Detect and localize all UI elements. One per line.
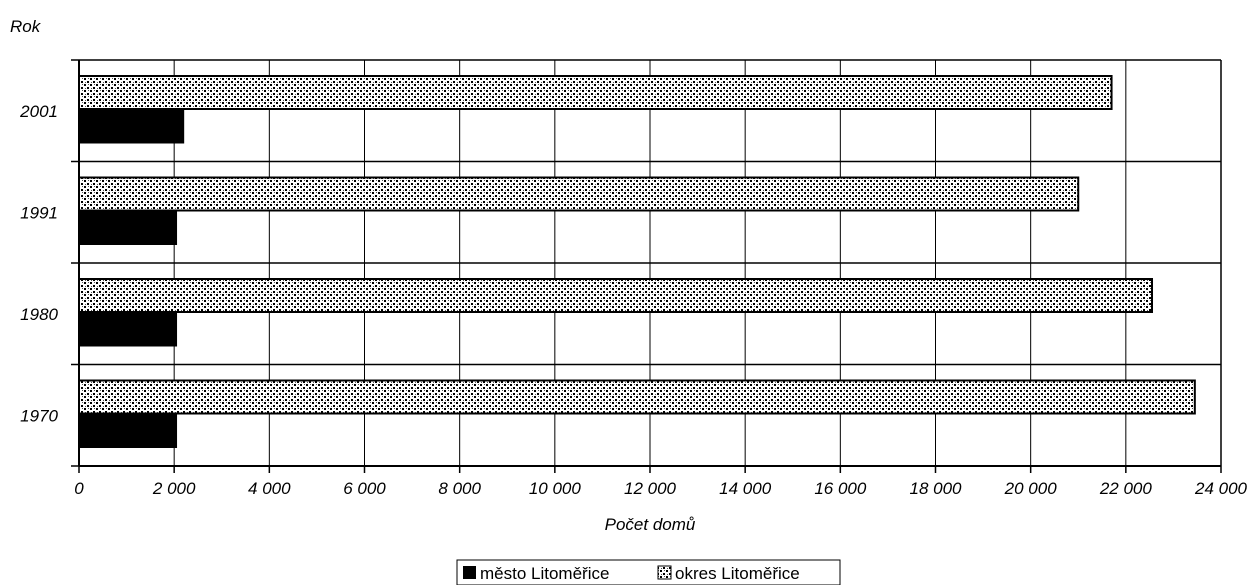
x-tick-label-12000: 12 000 bbox=[624, 479, 677, 498]
x-tick-label-18000: 18 000 bbox=[910, 479, 963, 498]
bar-okres-1970 bbox=[78, 379, 1196, 415]
legend-label-mesto: město Litoměřice bbox=[480, 564, 609, 583]
legend-label-okres: okres Litoměřice bbox=[675, 564, 800, 583]
legend-box bbox=[456, 559, 841, 585]
x-tick-label-20000: 20 000 bbox=[1004, 479, 1058, 498]
bar-mesto-1991 bbox=[78, 211, 178, 245]
bars bbox=[78, 75, 1196, 448]
y-tick-label-2001: 2001 bbox=[19, 102, 58, 121]
bar-okres-1991 bbox=[78, 176, 1080, 212]
legend-swatch-okres bbox=[657, 565, 672, 580]
bar-okres-1980 bbox=[78, 278, 1154, 313]
x-tick-label-14000: 14 000 bbox=[719, 479, 772, 498]
bar-mesto-1970 bbox=[78, 414, 178, 448]
bar-mesto-2001 bbox=[78, 109, 185, 144]
bar-okres-2001 bbox=[78, 75, 1113, 110]
y-axis-ticks: 2001 1991 1980 1970 bbox=[19, 59, 79, 467]
x-tick-label-6000: 6 000 bbox=[343, 479, 386, 498]
bar-mesto-1980 bbox=[78, 312, 178, 347]
x-tick-label-10000: 10 000 bbox=[529, 479, 582, 498]
x-axis-title: Počet domů bbox=[605, 515, 696, 534]
y-tick-label-1980: 1980 bbox=[20, 305, 58, 324]
x-axis-ticks: 0 2 000 4 000 6 000 8 000 10 000 12 000 14 000 1… bbox=[74, 466, 1248, 498]
y-axis-title: Rok bbox=[10, 17, 42, 36]
legend-swatch-mesto bbox=[463, 566, 476, 579]
y-tick-label-1991: 1991 bbox=[20, 203, 58, 222]
x-tick-label-0: 0 bbox=[74, 479, 84, 498]
y-tick-label-1970: 1970 bbox=[20, 406, 58, 425]
legend: město Litoměřice okres Litoměřice bbox=[456, 559, 841, 585]
x-tick-label-24000: 24 000 bbox=[1194, 479, 1248, 498]
x-tick-label-16000: 16 000 bbox=[814, 479, 867, 498]
x-tick-label-4000: 4 000 bbox=[248, 479, 291, 498]
x-tick-label-8000: 8 000 bbox=[438, 479, 481, 498]
x-tick-label-2000: 2 000 bbox=[152, 479, 196, 498]
x-tick-label-22000: 22 000 bbox=[1099, 479, 1153, 498]
